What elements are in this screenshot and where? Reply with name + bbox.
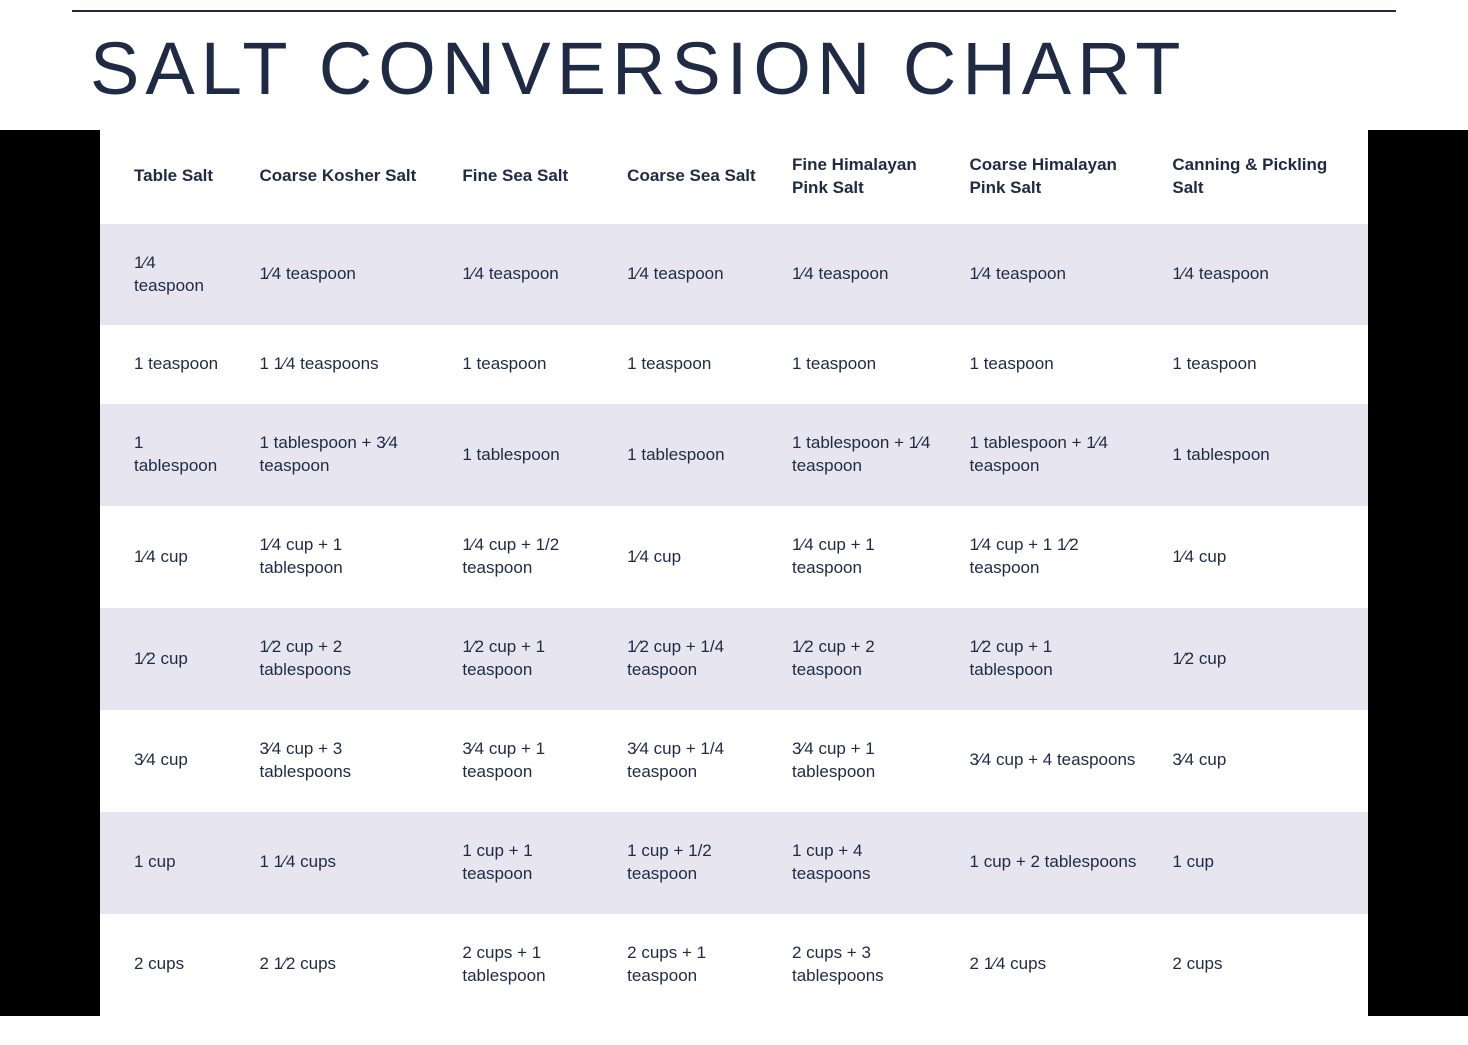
table-cell: 3⁄4 cup + 1 tablespoon (772, 710, 950, 812)
table-cell: 1⁄4 teaspoon (100, 224, 239, 326)
table-cell: 1 tablespoon (1152, 404, 1368, 506)
table-cell: 2 cups + 1 teaspoon (607, 914, 772, 1016)
table-cell: 1 tablespoon (442, 404, 607, 506)
table-row: 1 tablespoon1 tablespoon + 3⁄4 teaspoon1… (100, 404, 1368, 506)
column-header: Fine Sea Salt (442, 130, 607, 224)
table-row: 2 cups2 1⁄2 cups2 cups + 1 tablespoon2 c… (100, 914, 1368, 1016)
table-cell: 1 tablespoon + 3⁄4 teaspoon (239, 404, 442, 506)
table-row: 1 teaspoon1 1⁄4 teaspoons1 teaspoon1 tea… (100, 325, 1368, 404)
table-cell: 1 cup + 1 teaspoon (442, 812, 607, 914)
table-cell: 3⁄4 cup + 1/4 teaspoon (607, 710, 772, 812)
table-row: 1⁄2 cup1⁄2 cup + 2 tablespoons1⁄2 cup + … (100, 608, 1368, 710)
table-cell: 1 1⁄4 cups (239, 812, 442, 914)
table-wrap: Table SaltCoarse Kosher SaltFine Sea Sal… (100, 130, 1368, 1016)
header-row: Table SaltCoarse Kosher SaltFine Sea Sal… (100, 130, 1368, 224)
table-cell: 1⁄2 cup + 2 teaspoon (772, 608, 950, 710)
table-cell: 2 1⁄2 cups (239, 914, 442, 1016)
table-cell: 1⁄2 cup + 1/4 teaspoon (607, 608, 772, 710)
table-cell: 1 cup (1152, 812, 1368, 914)
table-body: 1⁄4 teaspoon1⁄4 teaspoon1⁄4 teaspoon1⁄4 … (100, 224, 1368, 1016)
table-cell: 1⁄4 cup (607, 506, 772, 608)
table-cell: 1 cup + 1/2 teaspoon (607, 812, 772, 914)
column-header: Table Salt (100, 130, 239, 224)
black-left (0, 130, 100, 1016)
table-cell: 1⁄4 teaspoon (607, 224, 772, 326)
table-cell: 3⁄4 cup + 4 teaspoons (950, 710, 1153, 812)
table-cell: 1⁄4 teaspoon (772, 224, 950, 326)
table-cell: 1⁄4 cup (100, 506, 239, 608)
column-header: Coarse Sea Salt (607, 130, 772, 224)
column-header: Coarse Kosher Salt (239, 130, 442, 224)
table-cell: 2 1⁄4 cups (950, 914, 1153, 1016)
page-title: SALT CONVERSION CHART (90, 30, 1468, 108)
table-cell: 1⁄4 cup + 1 teaspoon (772, 506, 950, 608)
black-right (1368, 130, 1468, 1016)
table-cell: 1 teaspoon (607, 325, 772, 404)
table-cell: 1⁄2 cup + 1 tablespoon (950, 608, 1153, 710)
table-row: 1 cup1 1⁄4 cups1 cup + 1 teaspoon1 cup +… (100, 812, 1368, 914)
table-cell: 1 cup + 4 teaspoons (772, 812, 950, 914)
table-cell: 1 tablespoon (100, 404, 239, 506)
table-cell: 3⁄4 cup (100, 710, 239, 812)
table-cell: 3⁄4 cup (1152, 710, 1368, 812)
table-cell: 1 teaspoon (100, 325, 239, 404)
table-cell: 3⁄4 cup + 1 teaspoon (442, 710, 607, 812)
table-cell: 1 cup + 2 tablespoons (950, 812, 1153, 914)
black-band: Table SaltCoarse Kosher SaltFine Sea Sal… (0, 130, 1468, 1016)
table-cell: 1⁄4 cup + 1 tablespoon (239, 506, 442, 608)
table-cell: 1 tablespoon + 1⁄4 teaspoon (950, 404, 1153, 506)
column-header: Fine Himalayan Pink Salt (772, 130, 950, 224)
salt-conversion-table: Table SaltCoarse Kosher SaltFine Sea Sal… (100, 130, 1368, 1016)
table-cell: 1⁄4 teaspoon (239, 224, 442, 326)
table-cell: 1⁄4 teaspoon (950, 224, 1153, 326)
top-rule (72, 10, 1396, 12)
table-cell: 1⁄2 cup + 1 teaspoon (442, 608, 607, 710)
table-cell: 2 cups (100, 914, 239, 1016)
table-cell: 1⁄4 teaspoon (1152, 224, 1368, 326)
table-cell: 1 teaspoon (442, 325, 607, 404)
table-cell: 2 cups (1152, 914, 1368, 1016)
table-cell: 1 teaspoon (950, 325, 1153, 404)
table-cell: 1⁄2 cup (1152, 608, 1368, 710)
table-cell: 1 cup (100, 812, 239, 914)
table-cell: 1⁄4 cup + 1 1⁄2 teaspoon (950, 506, 1153, 608)
table-cell: 1 teaspoon (1152, 325, 1368, 404)
column-header: Coarse Himalayan Pink Salt (950, 130, 1153, 224)
table-cell: 1⁄4 cup (1152, 506, 1368, 608)
table-cell: 1⁄4 teaspoon (442, 224, 607, 326)
table-cell: 1⁄4 cup + 1/2 teaspoon (442, 506, 607, 608)
table-row: 3⁄4 cup3⁄4 cup + 3 tablespoons3⁄4 cup + … (100, 710, 1368, 812)
table-cell: 1 tablespoon + 1⁄4 teaspoon (772, 404, 950, 506)
table-cell: 1 teaspoon (772, 325, 950, 404)
table-row: 1⁄4 teaspoon1⁄4 teaspoon1⁄4 teaspoon1⁄4 … (100, 224, 1368, 326)
table-cell: 1 tablespoon (607, 404, 772, 506)
table-row: 1⁄4 cup1⁄4 cup + 1 tablespoon1⁄4 cup + 1… (100, 506, 1368, 608)
table-cell: 1⁄2 cup + 2 tablespoons (239, 608, 442, 710)
table-head: Table SaltCoarse Kosher SaltFine Sea Sal… (100, 130, 1368, 224)
table-cell: 2 cups + 1 tablespoon (442, 914, 607, 1016)
table-cell: 1⁄2 cup (100, 608, 239, 710)
table-cell: 2 cups + 3 tablespoons (772, 914, 950, 1016)
table-cell: 1 1⁄4 teaspoons (239, 325, 442, 404)
column-header: Canning & Pickling Salt (1152, 130, 1368, 224)
table-cell: 3⁄4 cup + 3 tablespoons (239, 710, 442, 812)
